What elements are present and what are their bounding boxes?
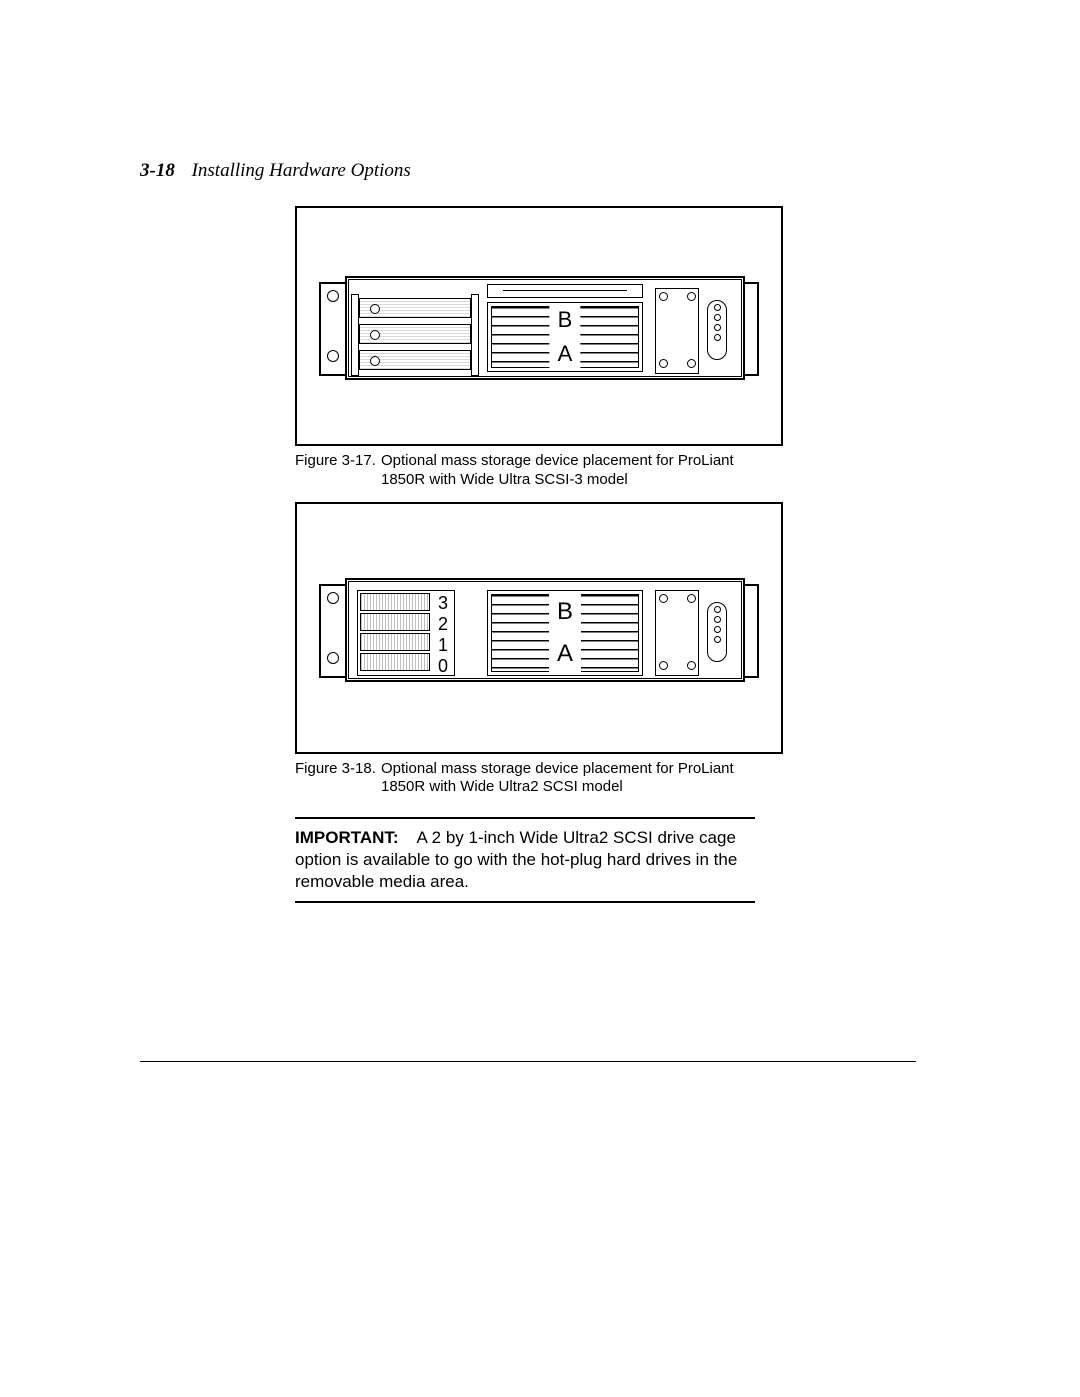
media-bay-grille: B A <box>487 590 643 676</box>
bay-label-a: A <box>557 640 573 668</box>
drive-slot <box>359 298 471 318</box>
drive-slot <box>360 593 430 611</box>
rack-ear-right-icon <box>745 584 759 678</box>
figure-label: Figure 3-17. <box>295 452 381 490</box>
drive-slot <box>359 324 471 344</box>
important-label: IMPORTANT: <box>295 828 399 847</box>
slot-number: 1 <box>438 635 448 656</box>
page-number: 3-18 <box>140 160 175 181</box>
bay-label-b: B <box>557 598 573 626</box>
media-bay-grille: B A <box>487 302 643 372</box>
figure-3-17-frame: B A <box>295 206 783 446</box>
figure-3-18-frame: 3 2 1 0 B A <box>295 502 783 754</box>
figure-label: Figure 3-18. <box>295 760 381 798</box>
server-chassis-diagram: B A <box>319 266 759 386</box>
footer-rule <box>140 1061 916 1062</box>
section-title: Installing Hardware Options <box>192 160 411 181</box>
drive-slot <box>360 633 430 651</box>
drive-slot <box>359 350 471 370</box>
drive-slot <box>360 613 430 631</box>
slot-number-column: 3 2 1 0 <box>432 593 454 671</box>
control-panel <box>653 588 735 676</box>
hotplug-drive-cage: 3 2 1 0 <box>357 590 455 676</box>
figure-3-17-caption: Figure 3-17. Optional mass storage devic… <box>295 452 773 490</box>
document-page: 3-18 Installing Hardware Options <box>0 0 1080 1397</box>
drive-slot <box>360 653 430 671</box>
bay-label-a: A <box>558 341 573 367</box>
server-chassis-diagram: 3 2 1 0 B A <box>319 568 759 688</box>
figure-caption-text: Optional mass storage device placement f… <box>381 760 773 798</box>
page-header: 3-18 Installing Hardware Options <box>140 160 940 182</box>
slot-number: 0 <box>438 656 448 677</box>
indicator-pill-icon <box>707 602 727 662</box>
control-panel <box>653 286 735 374</box>
media-slot <box>487 284 643 298</box>
rack-ear-left-icon <box>319 282 345 376</box>
rack-ear-right-icon <box>745 282 759 376</box>
slot-number: 3 <box>438 593 448 614</box>
important-note: IMPORTANT: A 2 by 1-inch Wide Ultra2 SCS… <box>295 817 755 903</box>
drive-cage <box>359 296 471 372</box>
bay-label-b: B <box>558 307 573 333</box>
rack-ear-left-icon <box>319 584 345 678</box>
figure-3-18-caption: Figure 3-18. Optional mass storage devic… <box>295 760 773 798</box>
figure-caption-text: Optional mass storage device placement f… <box>381 452 773 490</box>
slot-number: 2 <box>438 614 448 635</box>
indicator-pill-icon <box>707 300 727 360</box>
